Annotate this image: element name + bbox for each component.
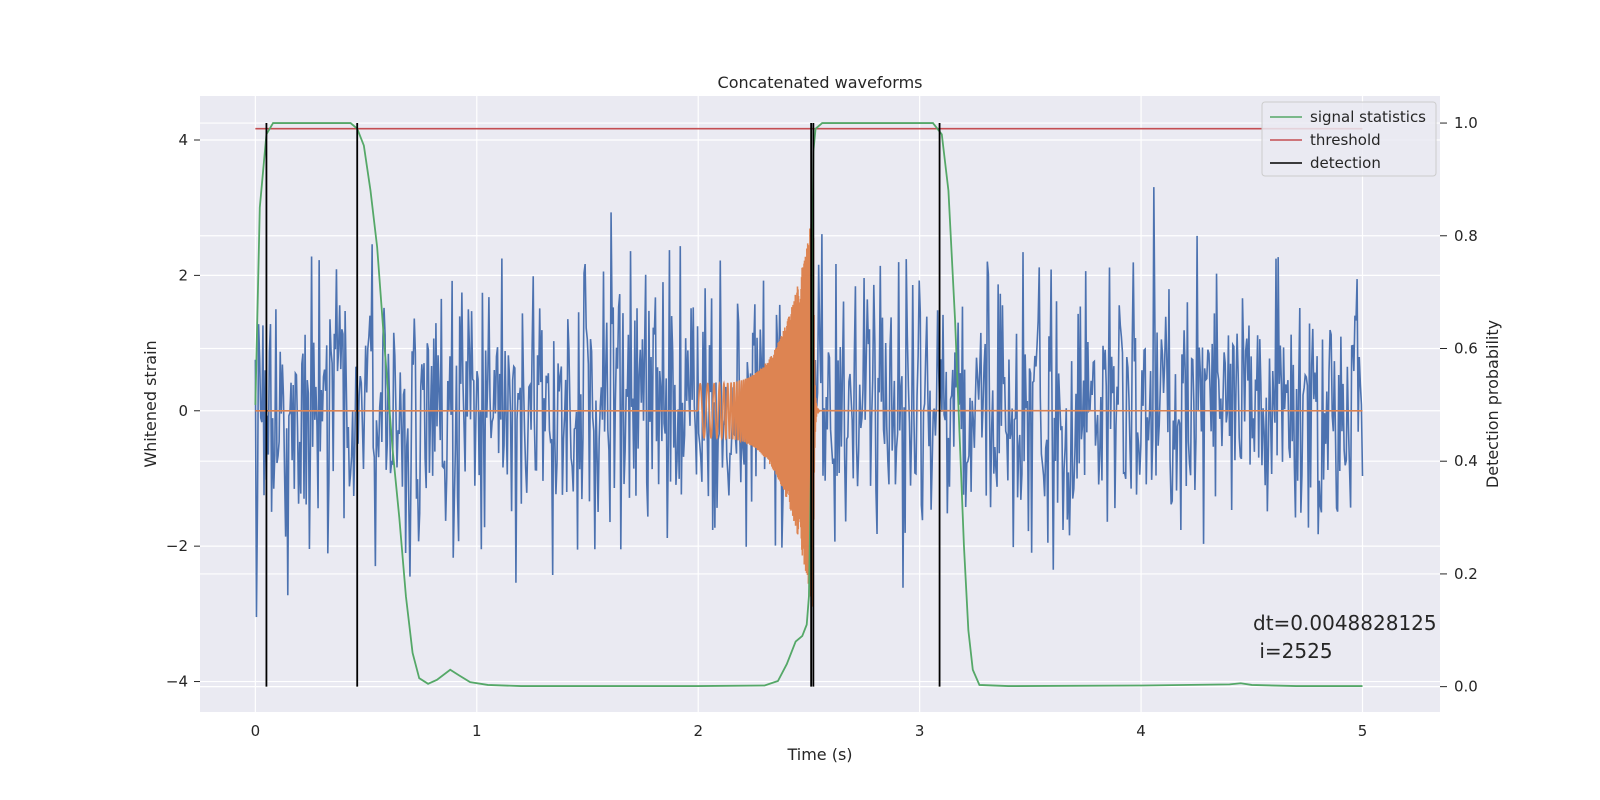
y2-tick-label: 0.8 (1454, 227, 1478, 245)
y2-tick-label: 0.0 (1454, 678, 1478, 696)
x-tick-label: 1 (472, 722, 482, 740)
data-layer (254, 122, 1364, 687)
x-tick-label: 2 (693, 722, 703, 740)
x-tick-label: 5 (1358, 722, 1368, 740)
y-tick-label: 2 (178, 266, 188, 284)
y2-tick-label: 0.2 (1454, 565, 1478, 583)
legend-label-signal-statistics: signal statistics (1310, 108, 1426, 126)
y-tick-label: 0 (178, 402, 188, 420)
y2-tick-label: 0.4 (1454, 452, 1478, 470)
y2-tick-label: 0.6 (1454, 339, 1478, 357)
legend-box (1261, 101, 1437, 177)
x-tick-label: 3 (915, 722, 925, 740)
ticks: 0 1 2 3 4 5 −4 −2 0 2 4 0.0 0.2 0.4 0.6 0.8 1.0 (166, 114, 1478, 740)
x-tick-label: 0 (251, 722, 261, 740)
x-tick-label: 4 (1136, 722, 1146, 740)
x-axis-label: Time (s) (786, 745, 852, 764)
y-tick-label: 4 (178, 131, 188, 149)
y-tick-label: −2 (166, 537, 188, 555)
legend: signal statistics threshold detection (1261, 101, 1437, 177)
waveform-line (255, 208, 1363, 607)
chart-title: Concatenated waveforms (718, 73, 923, 92)
y2-axis-label: Detection probability (1483, 320, 1502, 488)
y2-tick-label: 1.0 (1454, 114, 1478, 132)
annotation-dt: dt=0.0048828125 (1253, 611, 1437, 635)
legend-label-threshold: threshold (1310, 131, 1381, 149)
y-axis-label: Whitened strain (141, 340, 160, 467)
y-tick-label: −4 (166, 673, 188, 691)
annotation-i: i=2525 (1253, 639, 1333, 663)
signal-statistics-line (254, 122, 1363, 687)
legend-label-detection: detection (1310, 154, 1381, 172)
